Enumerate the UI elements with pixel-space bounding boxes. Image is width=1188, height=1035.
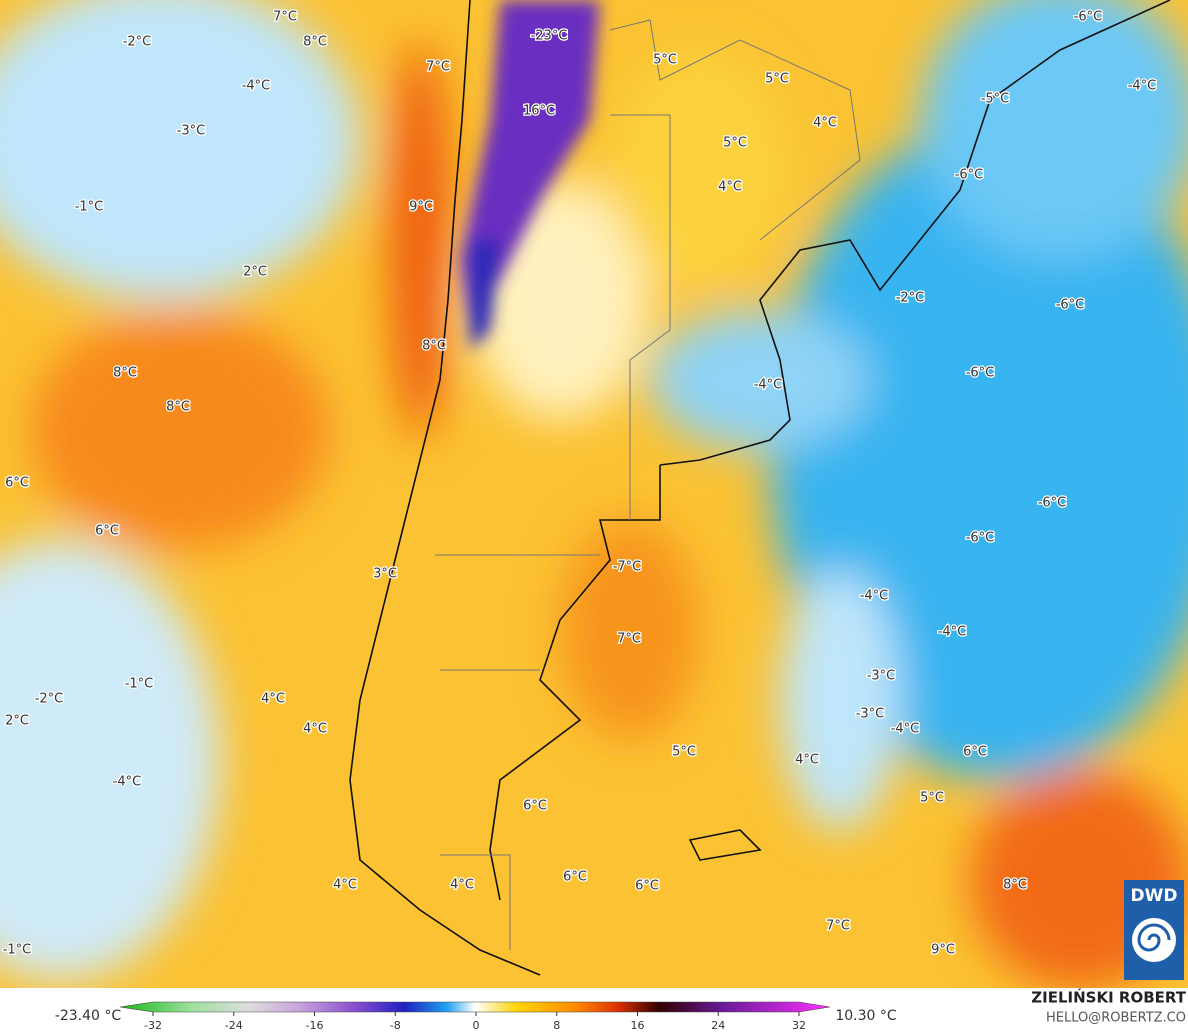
- dwd-logo: DWD: [1124, 880, 1184, 980]
- temperature-label: 6°C: [523, 799, 547, 814]
- temperature-label: 4°C: [261, 692, 285, 707]
- logo-spiral: [1137, 923, 1171, 952]
- temperature-label: -2°C: [123, 35, 152, 50]
- logo-text: DWD: [1131, 886, 1178, 906]
- map-labels: 7°C 8°C -2°C -23°C 7°C -4°C -3°C 16°C -1°C 9°C 2°C…: [1, 8, 1157, 959]
- temperature-label: 2°C: [243, 265, 267, 280]
- temperature-label: 3°C: [373, 567, 397, 582]
- temperature-label: 5°C: [653, 53, 677, 68]
- max-label: 10.30 °C: [835, 1008, 897, 1024]
- temperature-label: 16°C: [523, 104, 555, 119]
- temperature-label: 5°C: [765, 72, 789, 87]
- temperature-label: 8°C: [166, 400, 190, 415]
- temperature-label: 6°C: [963, 745, 987, 760]
- temperature-label: 4°C: [718, 180, 742, 195]
- temperature-label: -1°C: [3, 943, 32, 958]
- colorbar-tick-label: 24: [711, 1019, 725, 1032]
- temperature-label: -6°C: [955, 168, 984, 183]
- temperature-label: 7°C: [273, 10, 297, 25]
- temperature-label: 8°C: [1003, 878, 1027, 893]
- temperature-label: -6°C: [966, 531, 995, 546]
- temperature-label: -1°C: [75, 200, 104, 215]
- email: HELLO@ROBERTZ.CO: [1046, 1011, 1186, 1026]
- temperature-label: -3°C: [867, 669, 896, 684]
- temperature-label: 4°C: [450, 878, 474, 893]
- colorbar-tick-label: -32: [144, 1019, 162, 1032]
- temperature-label: -4°C: [891, 722, 920, 737]
- temperature-label: -5°C: [981, 92, 1010, 107]
- temperature-label: 9°C: [931, 943, 955, 958]
- temperature-label: -3°C: [856, 707, 885, 722]
- temperature-label: -4°C: [754, 378, 783, 393]
- temperature-label: -4°C: [938, 625, 967, 640]
- temperature-label: 5°C: [920, 791, 944, 806]
- temperature-label: -7°C: [613, 560, 642, 575]
- temperature-label: 6°C: [5, 476, 29, 491]
- temperature-label: 4°C: [795, 753, 819, 768]
- temperature-label: -4°C: [860, 589, 889, 604]
- colorbar-tick-label: -8: [390, 1019, 401, 1032]
- colorbar-tick-label: 8: [553, 1019, 560, 1032]
- min-label: -23.40 °C: [55, 1008, 122, 1024]
- temperature-label: -4°C: [113, 775, 142, 790]
- temperature-label: 4°C: [303, 722, 327, 737]
- temperature-label: -1°C: [125, 677, 154, 692]
- temperature-label: 5°C: [723, 136, 747, 151]
- colorbar: -23.40 °C 10.30 °C -32 -24 -16 -8 0 8 16 24 32: [55, 1001, 897, 1032]
- temperature-label: 5°C: [672, 745, 696, 760]
- temperature-label: -23°C: [531, 29, 568, 44]
- temperature-label: -2°C: [896, 291, 925, 306]
- temperature-label: -6°C: [966, 366, 995, 381]
- temperature-label: -6°C: [1056, 298, 1085, 313]
- temperature-label: -3°C: [177, 124, 206, 139]
- colorbar-tick-label: -16: [306, 1019, 324, 1032]
- temperature-label: 8°C: [303, 35, 327, 50]
- temperature-label: 9°C: [409, 200, 433, 215]
- colorbar-tick-label: 0: [473, 1019, 480, 1032]
- temperature-label: 8°C: [422, 339, 446, 354]
- author: ZIELIŃSKI ROBERT: [1031, 988, 1186, 1007]
- temperature-label: -4°C: [1128, 79, 1157, 94]
- temperature-field: [0, 0, 1188, 990]
- temperature-label: 2°C: [5, 714, 29, 729]
- temperature-label: 7°C: [426, 60, 450, 75]
- temperature-label: 6°C: [635, 879, 659, 894]
- temperature-label: 6°C: [563, 870, 587, 885]
- temperature-label: -2°C: [35, 692, 64, 707]
- temperature-label: 6°C: [95, 524, 119, 539]
- temperature-label: -4°C: [242, 79, 271, 94]
- temperature-label: 4°C: [333, 878, 357, 893]
- temperature-label: 7°C: [617, 632, 641, 647]
- temperature-label: 7°C: [826, 919, 850, 934]
- temperature-label: -6°C: [1038, 496, 1067, 511]
- colorbar-tick-label: -24: [225, 1019, 243, 1032]
- colorbar-tick-label: 16: [631, 1019, 645, 1032]
- colorbar-tick-label: 32: [792, 1019, 806, 1032]
- colorbar-ramp: [119, 1001, 831, 1013]
- borders: [435, 19, 861, 950]
- temperature-label: 8°C: [113, 366, 137, 381]
- temperature-label: -6°C: [1074, 10, 1103, 25]
- temperature-label: 4°C: [813, 116, 837, 131]
